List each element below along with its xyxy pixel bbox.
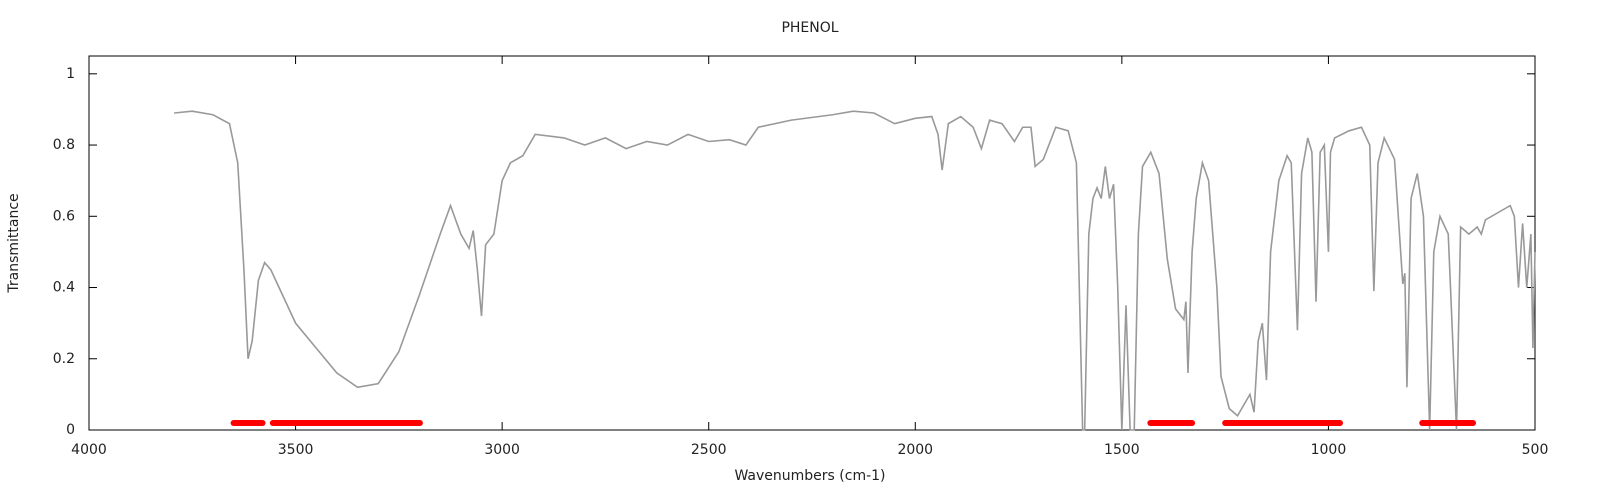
- x-axis-label: Wavenumbers (cm-1): [734, 468, 885, 484]
- y-tick-label: 0.2: [53, 351, 75, 367]
- y-tick-label: 0.6: [53, 208, 75, 224]
- y-tick-label: 1: [66, 66, 75, 82]
- chart-title: PHENOL: [781, 20, 838, 36]
- x-tick-label: 1500: [1104, 442, 1140, 458]
- plot-frame: [88, 55, 1536, 431]
- x-tick-label: 3500: [278, 442, 314, 458]
- x-tick-label: 3000: [484, 442, 520, 458]
- y-tick-label: 0.4: [53, 280, 75, 296]
- x-tick-label: 1000: [1311, 442, 1347, 458]
- spectrum-line: [174, 110, 1536, 431]
- x-tick-label: 2500: [691, 442, 727, 458]
- x-tick-label: 500: [1522, 442, 1549, 458]
- y-axis-label: Transmittance: [6, 193, 22, 293]
- y-tick-label: 0: [66, 422, 75, 438]
- y-tick-label: 0.8: [53, 137, 75, 153]
- x-tick-label: 4000: [71, 442, 107, 458]
- x-tick-label: 2000: [897, 442, 933, 458]
